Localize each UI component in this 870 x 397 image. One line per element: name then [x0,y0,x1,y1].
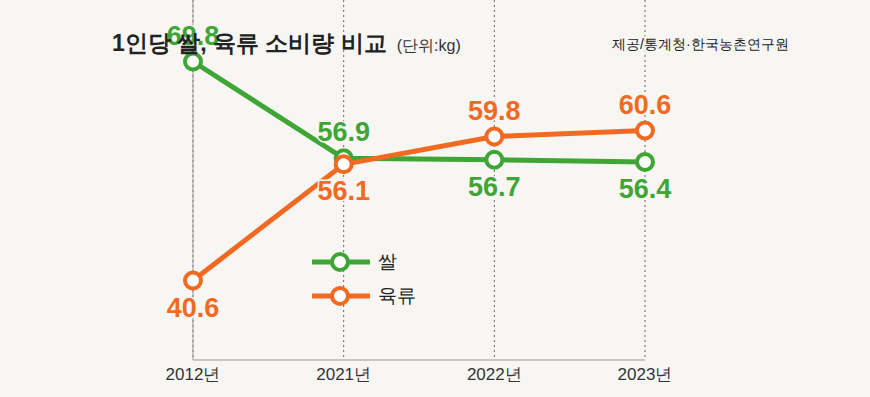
svg-text:40.6: 40.6 [167,293,220,323]
svg-text:56.7: 56.7 [468,172,521,202]
svg-text:56.9: 56.9 [317,117,370,147]
svg-text:59.8: 59.8 [468,96,521,126]
svg-text:56.1: 56.1 [317,176,370,206]
svg-text:2023년: 2023년 [618,365,673,384]
svg-text:2021년: 2021년 [316,365,371,384]
svg-text:60.6: 60.6 [619,90,672,120]
svg-text:2022년: 2022년 [467,365,522,384]
html-text:쌀: 쌀 [378,251,397,272]
html-text:(단위:kg): (단위:kg) [396,37,461,54]
html-text:제공/통계청·한국농촌연구원: 제공/통계청·한국농촌연구원 [612,36,789,52]
html-text:1인당 쌀, 육류 소비량 비교: 1인당 쌀, 육류 소비량 비교 [112,30,387,56]
svg-text:2012년: 2012년 [166,365,221,384]
html-text:육류: 육류 [378,285,416,306]
svg-text:56.4: 56.4 [619,174,672,204]
